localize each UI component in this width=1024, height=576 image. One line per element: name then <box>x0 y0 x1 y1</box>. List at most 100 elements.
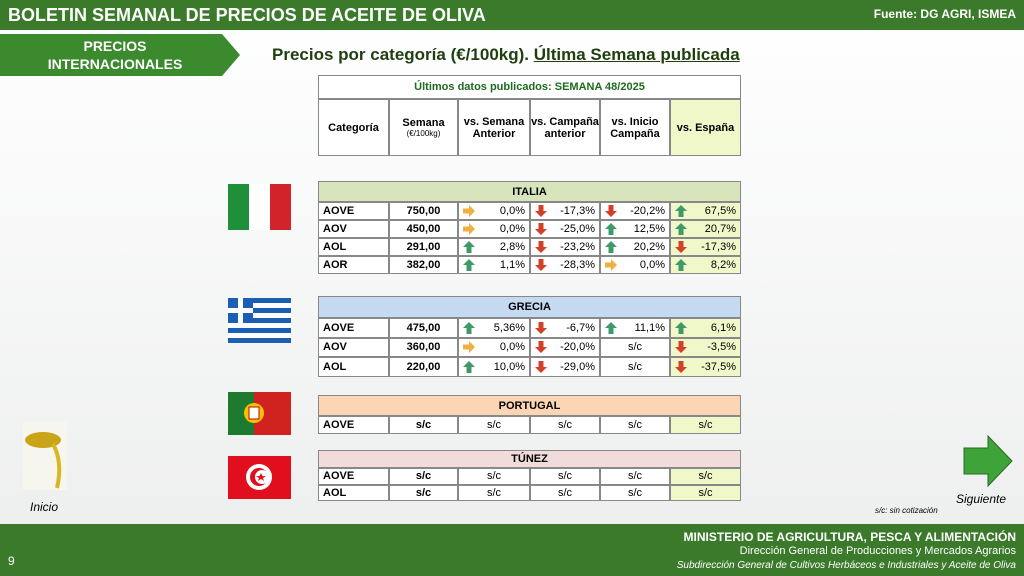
flag-portugal <box>228 392 291 435</box>
flag-greece <box>228 298 291 343</box>
heading: Precios por categoría (€/100kg). Última … <box>272 45 740 65</box>
cell-text: 6,1% <box>710 321 736 334</box>
cell: s/c <box>600 357 670 377</box>
trend-arrow <box>535 223 547 235</box>
cell-text: AOVE <box>323 321 355 334</box>
group-header: GRECIA <box>318 296 741 318</box>
cell-text: s/c <box>415 470 432 483</box>
trend-arrow <box>463 360 475 373</box>
top-bar <box>0 0 1024 30</box>
cell-text: s/c <box>415 419 432 431</box>
page-number: 9 <box>8 554 15 568</box>
cell-text: s/c <box>486 419 502 431</box>
cell: s/c <box>389 484 458 501</box>
title: BOLETIN SEMANAL DE PRECIOS DE ACEITE DE … <box>8 5 486 25</box>
trend-arrow <box>535 259 547 271</box>
cell: -17,3% <box>530 202 600 220</box>
cell: s/c <box>600 484 670 501</box>
cell-text: 2,8% <box>499 241 525 253</box>
cell-text: s/c <box>557 470 573 483</box>
cell-text: 0,0% <box>499 341 525 354</box>
cell-text: -37,5% <box>701 360 736 373</box>
cell: s/c <box>600 468 670 485</box>
cell-text: 0,0% <box>639 259 665 271</box>
trend-arrow <box>535 321 547 334</box>
cell-text: 291,00 <box>406 241 441 253</box>
cell-text: s/c <box>627 419 643 431</box>
trend-arrow <box>675 360 687 373</box>
footer-line2: Dirección General de Producciones y Merc… <box>739 545 1016 557</box>
source: Fuente: DG AGRI, ISMEA <box>873 7 1016 21</box>
cell: 0,0% <box>458 220 530 238</box>
group-header: TÚNEZ <box>318 450 741 468</box>
cell-text: 8,2% <box>710 259 736 271</box>
cell: 10,0% <box>458 357 530 377</box>
column-header: vs. Campaña anterior <box>530 99 600 156</box>
footer-line3: Subdirección General de Cultivos Herbáce… <box>676 560 1016 571</box>
cell-text: s/c <box>627 486 643 499</box>
cell: -23,2% <box>530 238 600 256</box>
cell: -37,5% <box>670 357 741 377</box>
cell-text: s/c <box>486 470 502 483</box>
trend-arrow <box>675 259 687 271</box>
cell: 8,2% <box>670 256 741 274</box>
cell-text: s/c <box>698 486 713 499</box>
column-title: Categoría <box>328 121 379 134</box>
column-header: vs. España <box>670 99 741 156</box>
cell-text: 1,1% <box>499 259 525 271</box>
cell: s/c <box>670 416 741 434</box>
cell-text: 475,00 <box>406 321 441 334</box>
cell: 11,1% <box>600 318 670 338</box>
cell: AOVE <box>318 202 389 220</box>
column-title: vs. Semana Anterior <box>463 115 525 140</box>
column-header: vs. Inicio Campaña <box>600 99 670 156</box>
cell: -6,7% <box>530 318 600 338</box>
cell: -17,3% <box>670 238 741 256</box>
cell: AOL <box>318 357 389 377</box>
group-header: ITALIA <box>318 181 741 202</box>
cell: AOVE <box>318 416 389 434</box>
cell: -29,0% <box>530 357 600 377</box>
flag-tunisia <box>228 456 291 499</box>
unit: (€/100kg) <box>406 129 441 138</box>
cell-text: AOL <box>323 360 347 373</box>
group-header: PORTUGAL <box>318 395 741 416</box>
cell: 20,7% <box>670 220 741 238</box>
cell-text: -20,2% <box>630 205 665 217</box>
trend-arrow <box>605 205 617 217</box>
column-title: vs. Inicio Campaña <box>610 115 660 140</box>
cell-text: -17,3% <box>560 205 595 217</box>
cell-text: s/c <box>415 486 432 499</box>
cell: AOL <box>318 484 389 501</box>
trend-arrow <box>605 259 617 271</box>
cell-text: 450,00 <box>406 223 441 235</box>
cell-text: 220,00 <box>406 360 441 373</box>
cell: 2,8% <box>458 238 530 256</box>
flag-italy <box>228 184 291 230</box>
heading-link: Última Semana publicada <box>533 45 740 64</box>
cell: s/c <box>530 416 600 434</box>
cell-text: AOVE <box>323 205 355 217</box>
cell: -25,0% <box>530 220 600 238</box>
section-tab <box>0 34 240 76</box>
cell: 360,00 <box>389 337 458 357</box>
cell: 220,00 <box>389 357 458 377</box>
trend-arrow <box>605 241 617 253</box>
cell-text: s/c <box>698 470 713 483</box>
home-icon[interactable] <box>23 422 67 490</box>
cell-text: s/c <box>698 419 713 431</box>
cell-text: 750,00 <box>406 205 441 217</box>
cell: AOL <box>318 238 389 256</box>
cell: s/c <box>600 337 670 357</box>
trend-arrow <box>463 341 475 354</box>
home-label[interactable]: Inicio <box>30 500 59 514</box>
cell-text: s/c <box>557 486 573 499</box>
next-label[interactable]: Siguiente <box>956 492 1007 506</box>
trend-arrow <box>535 205 547 217</box>
next-arrow[interactable] <box>962 434 1014 488</box>
cell: 750,00 <box>389 202 458 220</box>
cell-text: -17,3% <box>701 241 736 253</box>
cell: AOVE <box>318 468 389 485</box>
cell: s/c <box>530 468 600 485</box>
